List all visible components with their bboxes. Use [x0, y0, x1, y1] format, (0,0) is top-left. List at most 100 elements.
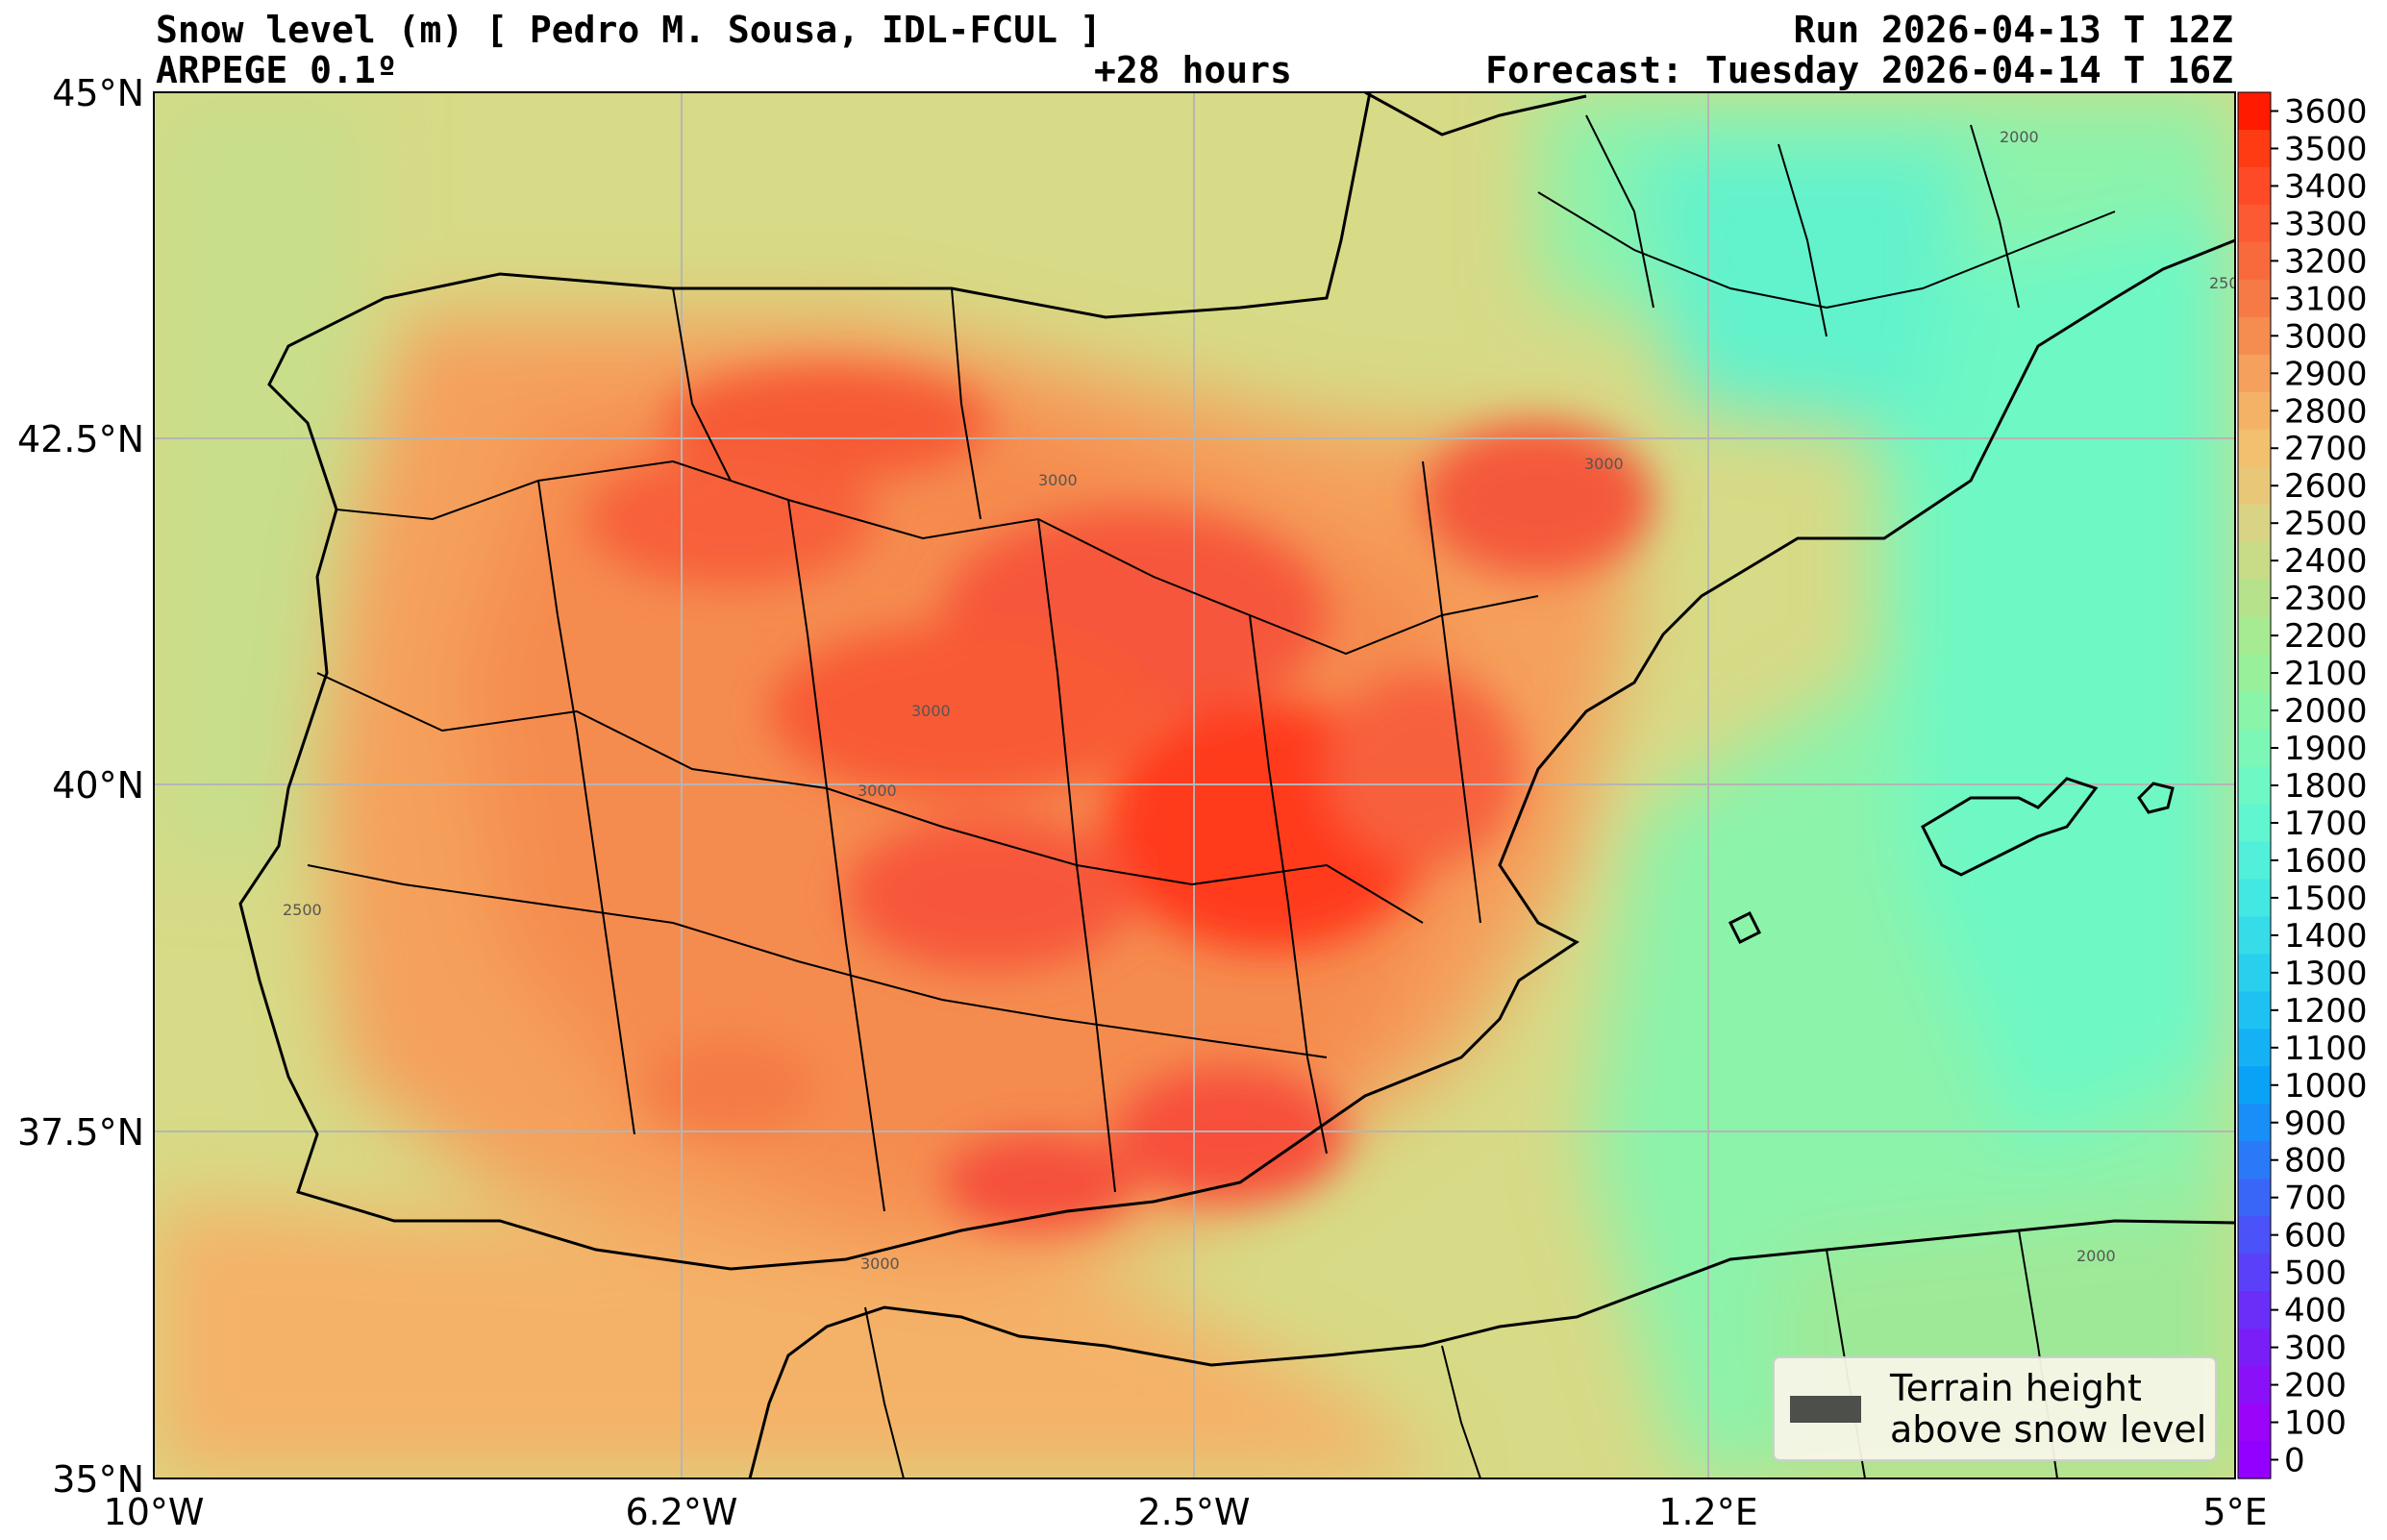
colorbar-label: 1500	[2284, 880, 2368, 918]
admin-borders	[307, 114, 2116, 1478]
colorbar-segment	[2238, 1403, 2271, 1442]
colorbar-segment	[2238, 241, 2271, 281]
contour-label: 2500	[2209, 274, 2249, 292]
colorbar-label: 1400	[2284, 917, 2368, 956]
colorbar-segment	[2238, 1366, 2271, 1404]
colorbar-segment	[2238, 129, 2271, 168]
colorbar-label: 3400	[2284, 167, 2368, 206]
colorbar-segment	[2238, 879, 2271, 918]
colorbar-segment	[2238, 354, 2271, 393]
lon-label: 6.2°W	[625, 1491, 737, 1533]
contour-label: 2000	[2076, 1247, 2116, 1265]
contour-label: 2500	[283, 901, 322, 919]
colorbar-label: 2000	[2284, 692, 2368, 731]
colorbar-segment	[2238, 504, 2271, 543]
model-name: ARPEGE 0.1º	[156, 49, 398, 91]
colorbar-label: 1600	[2284, 842, 2368, 881]
contour-label: 3000	[911, 702, 951, 720]
colorbar-label: 2700	[2284, 430, 2368, 468]
colorbar-label: 200	[2284, 1367, 2347, 1405]
colorbar-segment	[2238, 1291, 2271, 1329]
colorbar-segment	[2238, 1254, 2271, 1292]
colorbar-segment	[2238, 1066, 2271, 1105]
colorbar-segment	[2238, 166, 2271, 206]
colorbar-segment	[2238, 429, 2271, 468]
colorbar-label: 1000	[2284, 1067, 2368, 1105]
lon-label: 2.5°W	[1137, 1491, 1250, 1533]
colorbar-segment	[2238, 804, 2271, 843]
terrain-swatch	[1790, 1396, 1861, 1423]
longitude-labels: 10°W 6.2°W 2.5°W 1.2°E 5°E	[104, 1491, 2268, 1533]
colorbar-label: 500	[2284, 1254, 2347, 1293]
colorbar-label: 1700	[2284, 805, 2368, 843]
colorbar-label: 3200	[2284, 242, 2368, 281]
colorbar-segment	[2238, 391, 2271, 431]
terrain-legend: Terrain height above snow level	[1773, 1356, 2217, 1461]
colorbar-label: 3000	[2284, 317, 2368, 356]
colorbar-segment	[2238, 841, 2271, 881]
colorbar-segment	[2238, 1104, 2271, 1142]
colorbar-label: 700	[2284, 1180, 2347, 1218]
colorbar-label: 3600	[2284, 92, 2368, 131]
lat-label: 35°N	[52, 1458, 144, 1501]
colorbar-label: 900	[2284, 1105, 2347, 1143]
colorbar-label: 2100	[2284, 655, 2368, 693]
colorbar-label: 3500	[2284, 130, 2368, 168]
lat-label: 37.5°N	[17, 1111, 144, 1154]
colorbar-frame	[2237, 91, 2272, 1479]
coastlines	[238, 92, 2235, 1478]
colorbar-segment	[2238, 1029, 2271, 1067]
map-title: Snow level (m) [ Pedro M. Sousa, IDL-FCU…	[156, 9, 1102, 51]
lon-label: 5°E	[2202, 1491, 2267, 1533]
contour-label: 3000	[1038, 471, 1078, 489]
colorbar-segment	[2238, 729, 2271, 768]
map-frame	[153, 91, 2236, 1479]
colorbar-label: 3100	[2284, 280, 2368, 318]
colorbar-segment	[2238, 579, 2271, 618]
colorbar-label: 2300	[2284, 580, 2368, 618]
contour-label: 3000	[858, 782, 897, 800]
colorbar-segment	[2238, 954, 2271, 992]
colorbar-label: 2500	[2284, 505, 2368, 543]
colorbar-label: 600	[2284, 1217, 2347, 1255]
contour-labels: 2000 3000 3000 3000 3000 2500 3000 2000 …	[283, 128, 2249, 1273]
colorbar-segment	[2238, 466, 2271, 506]
colorbar-label: 1300	[2284, 955, 2368, 993]
colorbar-segment	[2238, 316, 2271, 356]
colorbar-segment	[2238, 541, 2271, 581]
colorbar-segment	[2238, 1329, 2271, 1367]
colorbar-label: 1900	[2284, 730, 2368, 768]
colorbar-segment	[2238, 766, 2271, 806]
colorbar-segment	[2238, 279, 2271, 318]
forecast-time: Forecast: Tuesday 2026-04-14 T 16Z	[1485, 49, 2233, 91]
legend-line-1: Terrain height	[1889, 1367, 2142, 1409]
lon-label: 10°W	[104, 1491, 205, 1533]
colorbar-segment	[2238, 1441, 2271, 1479]
snow-level-field: 2000 3000 3000 3000 3000 2500 3000 2000 …	[154, 92, 2249, 1478]
colorbar-label: 2900	[2284, 355, 2368, 393]
colorbar-segment	[2238, 691, 2271, 731]
colorbar-segment	[2238, 92, 2271, 131]
colorbar-segment	[2238, 616, 2271, 656]
run-time: Run 2026-04-13 T 12Z	[1793, 9, 2233, 51]
legend-line-2: above snow level	[1890, 1408, 2206, 1451]
map-grid	[154, 92, 2235, 1478]
colorbar-label: 0	[2284, 1442, 2305, 1480]
lat-label: 40°N	[52, 764, 144, 807]
colorbar-label: 400	[2284, 1292, 2347, 1330]
colorbar-segment	[2238, 654, 2271, 693]
contour-label: 3000	[1584, 455, 1624, 473]
contour-label: 2000	[2000, 128, 2039, 146]
colorbar-label: 2400	[2284, 542, 2368, 581]
latitude-labels: 45°N 42.5°N 40°N 37.5°N 35°N	[17, 72, 144, 1501]
colorbar-segment	[2238, 1179, 2271, 1217]
colorbar-label: 800	[2284, 1142, 2347, 1180]
lat-label: 45°N	[52, 72, 144, 114]
colorbar-label: 2600	[2284, 467, 2368, 506]
lead-time: +28 hours	[1094, 49, 1292, 91]
colorbar-segment	[2238, 204, 2271, 243]
colorbar-segment	[2238, 916, 2271, 955]
lon-label: 1.2°E	[1658, 1491, 1757, 1533]
colorbar-label: 100	[2284, 1404, 2347, 1443]
